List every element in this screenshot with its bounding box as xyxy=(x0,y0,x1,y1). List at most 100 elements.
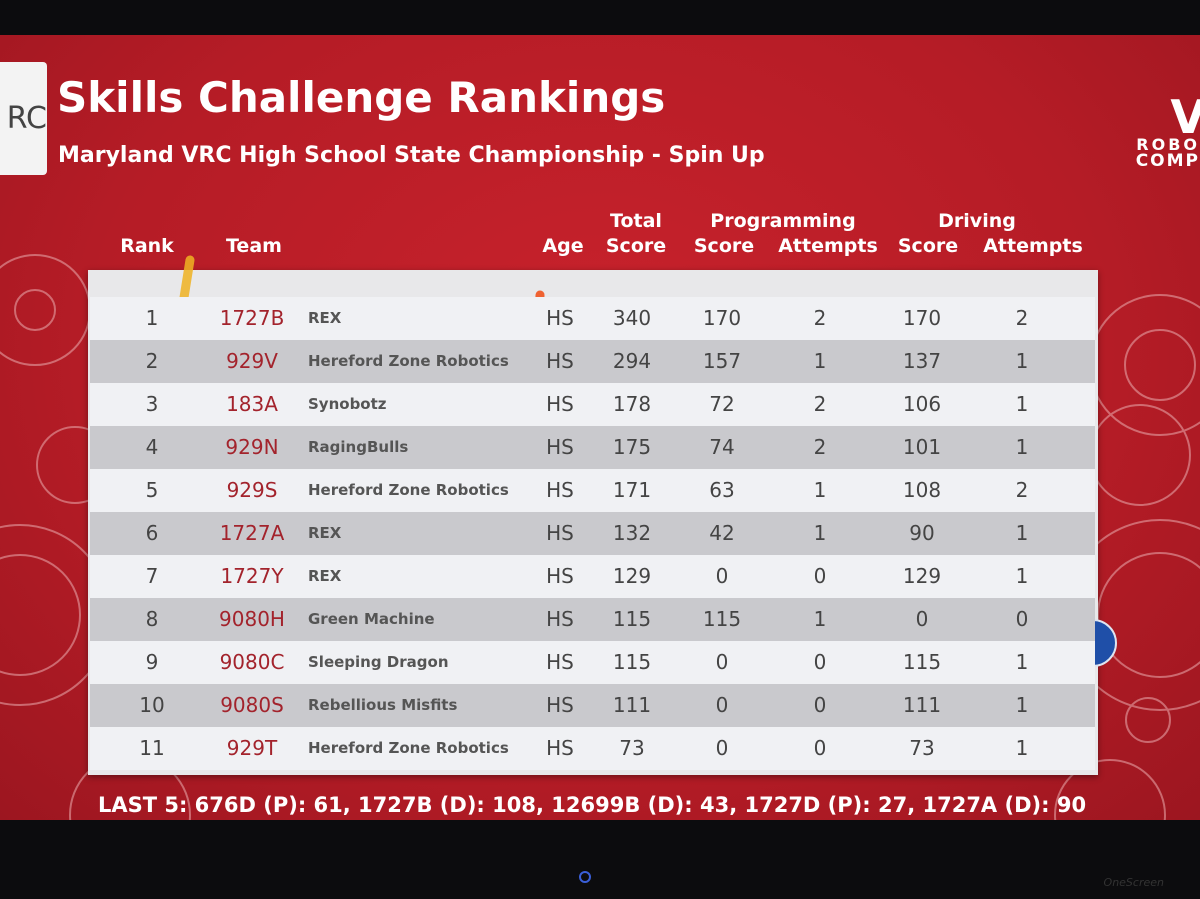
team-number: 929N xyxy=(225,435,279,459)
rank: 7 xyxy=(145,564,159,588)
team-name: REX xyxy=(308,309,342,327)
team-name: REX xyxy=(308,567,342,585)
rank: 8 xyxy=(145,607,159,631)
last-five-ticker: LAST 5: 676D (P): 61, 1727B (D): 108, 12… xyxy=(97,793,1087,817)
programming-score: 0 xyxy=(715,693,729,717)
age: HS xyxy=(546,564,574,588)
total-score: 115 xyxy=(612,607,652,631)
team-name: Green Machine xyxy=(308,610,435,628)
table-row: 10 9080S Rebellious Misfits HS 111 0 0 111 1 xyxy=(90,684,1095,727)
column-header: Attempts xyxy=(983,235,1083,257)
total-score: 111 xyxy=(612,693,652,717)
team-name: Hereford Zone Robotics xyxy=(308,352,509,370)
table-row: 6 1727A REX HS 132 42 1 90 1 xyxy=(90,512,1095,555)
age: HS xyxy=(546,478,574,502)
rank: 9 xyxy=(145,650,159,674)
vex-logo: V xyxy=(1170,90,1200,144)
rank: 2 xyxy=(145,349,159,373)
rank: 5 xyxy=(145,478,159,502)
programming-attempts: 2 xyxy=(813,306,827,330)
programming-attempts: 0 xyxy=(813,693,827,717)
programming-attempts: 2 xyxy=(813,392,827,416)
programming-score: 74 xyxy=(709,435,735,459)
driving-attempts: 0 xyxy=(1015,607,1029,631)
total-score: 129 xyxy=(612,564,652,588)
age: HS xyxy=(546,693,574,717)
table-row: 11 929T Hereford Zone Robotics HS 73 0 0 73 1 xyxy=(90,727,1095,770)
rank: 10 xyxy=(139,693,165,717)
column-header: Score xyxy=(605,235,667,257)
programming-score: 0 xyxy=(715,564,729,588)
age: HS xyxy=(546,392,574,416)
age: HS xyxy=(546,435,574,459)
column-header: Score xyxy=(693,235,755,257)
subtitle: Maryland VRC High School State Champions… xyxy=(58,143,765,168)
team-number: 1727Y xyxy=(220,564,284,588)
total-score: 340 xyxy=(612,306,652,330)
page-title: Skills Challenge Rankings xyxy=(57,73,666,122)
age: HS xyxy=(546,521,574,545)
rank: 11 xyxy=(139,736,165,760)
team-number: 929V xyxy=(226,349,278,373)
total-score: 115 xyxy=(612,650,652,674)
age: HS xyxy=(546,607,574,631)
programming-attempts: 2 xyxy=(813,435,827,459)
driving-attempts: 1 xyxy=(1015,349,1029,373)
programming-attempts: 0 xyxy=(813,736,827,760)
programming-score: 157 xyxy=(702,349,742,373)
team-number: 1727A xyxy=(219,521,285,545)
column-group-header: Driving xyxy=(938,210,1016,232)
team-number: 929T xyxy=(226,736,278,760)
column-header: Team xyxy=(226,235,282,257)
team-name: Hereford Zone Robotics xyxy=(308,739,509,757)
programming-score: 115 xyxy=(702,607,742,631)
driving-attempts: 1 xyxy=(1015,392,1029,416)
programming-score: 72 xyxy=(709,392,735,416)
driving-attempts: 1 xyxy=(1015,693,1029,717)
driving-score: 115 xyxy=(902,650,942,674)
table-row: 7 1727Y REX HS 129 0 0 129 1 xyxy=(90,555,1095,598)
driving-attempts: 1 xyxy=(1015,650,1029,674)
column-header: Rank xyxy=(120,235,174,257)
column-header: Score xyxy=(897,235,959,257)
age: HS xyxy=(546,306,574,330)
programming-score: 0 xyxy=(715,736,729,760)
screen: RC Skills Challenge Rankings Maryland VR… xyxy=(0,35,1200,820)
rank: 1 xyxy=(145,306,159,330)
driving-score: 0 xyxy=(915,607,929,631)
bezel-brand: OneScreen xyxy=(1103,876,1164,889)
driving-score: 170 xyxy=(902,306,942,330)
column-header: Attempts xyxy=(778,235,878,257)
driving-score: 73 xyxy=(909,736,935,760)
driving-score: 101 xyxy=(902,435,942,459)
total-score: 132 xyxy=(612,521,652,545)
column-group-header: Total xyxy=(610,210,662,232)
driving-score: 137 xyxy=(902,349,942,373)
programming-attempts: 0 xyxy=(813,564,827,588)
total-score: 171 xyxy=(612,478,652,502)
team-name: RagingBulls xyxy=(308,438,409,456)
programming-attempts: 0 xyxy=(813,650,827,674)
team-number: 929S xyxy=(226,478,278,502)
programming-attempts: 1 xyxy=(813,349,827,373)
column-header: Age xyxy=(542,235,584,257)
driving-score: 106 xyxy=(902,392,942,416)
driving-score: 129 xyxy=(902,564,942,588)
column-group-header: Programming xyxy=(710,210,856,232)
table-row: 2 929V Hereford Zone Robotics HS 294 157 1 137 1 xyxy=(90,340,1095,383)
rank: 6 xyxy=(145,521,159,545)
table-row: 4 929N RagingBulls HS 175 74 2 101 1 xyxy=(90,426,1095,469)
driving-attempts: 1 xyxy=(1015,564,1029,588)
team-number: 1727B xyxy=(219,306,285,330)
table-row: 9 9080C Sleeping Dragon HS 115 0 0 115 1 xyxy=(90,641,1095,684)
team-name: Rebellious Misfits xyxy=(308,696,458,714)
driving-score: 108 xyxy=(902,478,942,502)
team-number: 183A xyxy=(226,392,278,416)
team-name: REX xyxy=(308,524,342,542)
team-name: Sleeping Dragon xyxy=(308,653,449,671)
team-name: Hereford Zone Robotics xyxy=(308,481,509,499)
team-number: 9080C xyxy=(219,650,285,674)
driving-score: 111 xyxy=(902,693,942,717)
programming-attempts: 1 xyxy=(813,607,827,631)
table-row: 3 183A Synobotz HS 178 72 2 106 1 xyxy=(90,383,1095,426)
